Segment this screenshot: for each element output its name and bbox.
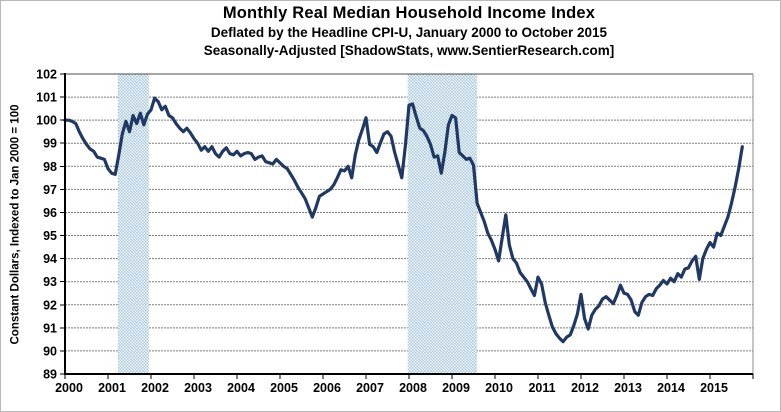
tick-marks bbox=[60, 73, 754, 379]
x-tick-label: 2015 bbox=[700, 381, 728, 395]
x-tick-label: 2009 bbox=[442, 381, 470, 395]
x-tick-label: 2005 bbox=[270, 381, 298, 395]
y-tick-label: 95 bbox=[43, 229, 57, 243]
y-tick-labels: 89 90 91 92 93 94 95 96 97 98 99 100 101 102 bbox=[36, 68, 57, 382]
x-tick-label: 2003 bbox=[184, 381, 212, 395]
x-tick-label: 2004 bbox=[227, 381, 255, 395]
y-tick-label: 99 bbox=[43, 137, 57, 151]
x-tick-label: 2006 bbox=[313, 381, 341, 395]
y-tick-label: 100 bbox=[36, 114, 57, 128]
x-tick-label: 2013 bbox=[614, 381, 642, 395]
y-tick-label: 101 bbox=[36, 91, 57, 105]
chart-title: Monthly Real Median Household Income Ind… bbox=[222, 4, 596, 22]
x-tick-labels: 2000 2001 2002 2003 2004 2005 2006 2007 2008 2009… bbox=[55, 381, 728, 395]
y-tick-label: 90 bbox=[43, 344, 57, 358]
x-tick-label: 2012 bbox=[571, 381, 599, 395]
plot-border bbox=[65, 73, 754, 374]
y-tick-label: 96 bbox=[43, 206, 57, 220]
y-tick-label: 98 bbox=[43, 160, 57, 174]
chart-subtitle-deflator: Deflated by the Headline CPI-U, January … bbox=[210, 25, 608, 40]
x-tick-label: 2002 bbox=[141, 381, 169, 395]
x-tick-label: 2008 bbox=[399, 381, 427, 395]
x-tick-label: 2001 bbox=[98, 381, 126, 395]
x-tick-label: 2010 bbox=[485, 381, 513, 395]
y-tick-label: 94 bbox=[43, 252, 57, 266]
y-tick-label: 89 bbox=[43, 368, 57, 382]
y-tick-label: 97 bbox=[43, 183, 57, 197]
x-tick-label: 2011 bbox=[528, 381, 555, 395]
chart-subtitle-source: Seasonally-Adjusted [ShadowStats, www.Se… bbox=[203, 43, 615, 58]
income-line bbox=[63, 96, 744, 344]
y-tick-label: 102 bbox=[36, 68, 57, 82]
y-tick-label: 92 bbox=[43, 298, 57, 312]
x-tick-label: 2000 bbox=[55, 381, 83, 395]
y-tick-label: 91 bbox=[43, 321, 57, 335]
y-tick-label: 93 bbox=[43, 275, 57, 289]
x-tick-label: 2014 bbox=[657, 381, 685, 395]
x-tick-label: 2007 bbox=[356, 381, 384, 395]
